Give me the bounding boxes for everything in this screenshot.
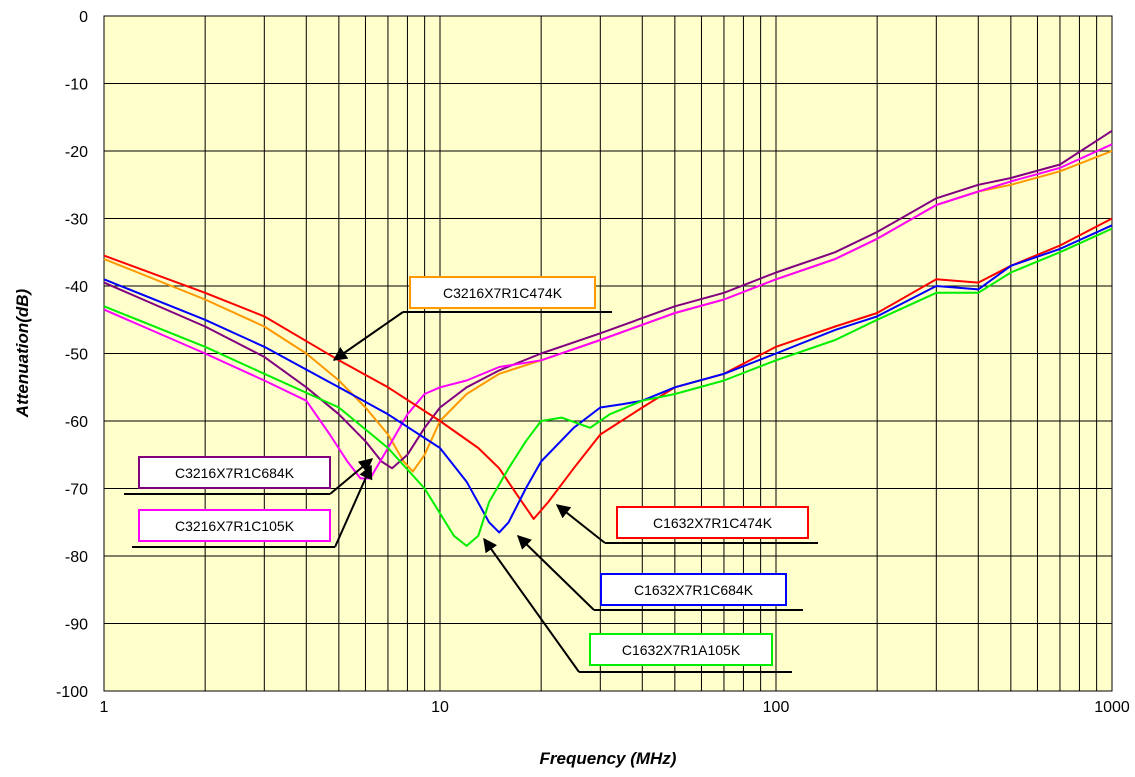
series-lines [103,129,1113,547]
callout-arrow [555,504,606,544]
x-axis-title: Frequency (MHz) [540,749,677,768]
x-tick-label: 100 [763,699,790,716]
callout-box [589,633,773,666]
callout-box [616,506,809,539]
y-tick-label: -50 [65,347,88,364]
y-tick-label: -70 [65,482,88,499]
series-label: C1632X7R1C684K [634,582,754,598]
series-label: C3216X7R1C684K [175,465,295,481]
callout-box [138,456,331,489]
y-tick-label: -60 [65,414,88,431]
series-label: C1632X7R1A105K [622,642,741,658]
series-line [103,224,1113,534]
y-tick-labels: 0 -10 -20 -30 -40 -50 -60 -70 -80 -90 -100 [56,9,88,701]
legend-callouts: C3216X7R1C474K C3216X7R1C684K C3216X7R1C10… [124,276,818,673]
series-line [103,143,1113,480]
callout-arrow [332,311,404,361]
plot-border [103,15,1113,692]
series-label: C1632X7R1C474K [653,515,773,531]
x-tick-label: 10 [431,699,449,716]
y-tick-label: -30 [65,212,88,229]
y-tick-label: -20 [65,144,88,161]
x-tick-label: 1000 [1094,699,1130,716]
y-tick-label: -80 [65,549,88,566]
y-tick-label: -10 [65,77,88,94]
series-line [103,227,1113,547]
callout-arrow [334,464,373,548]
callout-arrow [516,535,595,611]
y-tick-label: -100 [56,684,88,701]
y-axis-title: Attenuation(dB) [13,288,32,418]
series-label: C3216X7R1C105K [175,518,295,534]
series-label: C3216X7R1C474K [443,285,563,301]
y-tick-label: -90 [65,617,88,634]
callout-box [600,573,787,606]
y-tick-label: -40 [65,279,88,296]
x-tick-labels: 1 10 100 1000 [100,699,1130,716]
x-tick-label: 1 [100,699,109,716]
series-line [103,129,1113,470]
callout-box [409,276,596,309]
callout-arrow [483,537,580,673]
series-line [103,217,1113,520]
callout-box [138,509,331,542]
y-tick-label: 0 [79,9,88,26]
